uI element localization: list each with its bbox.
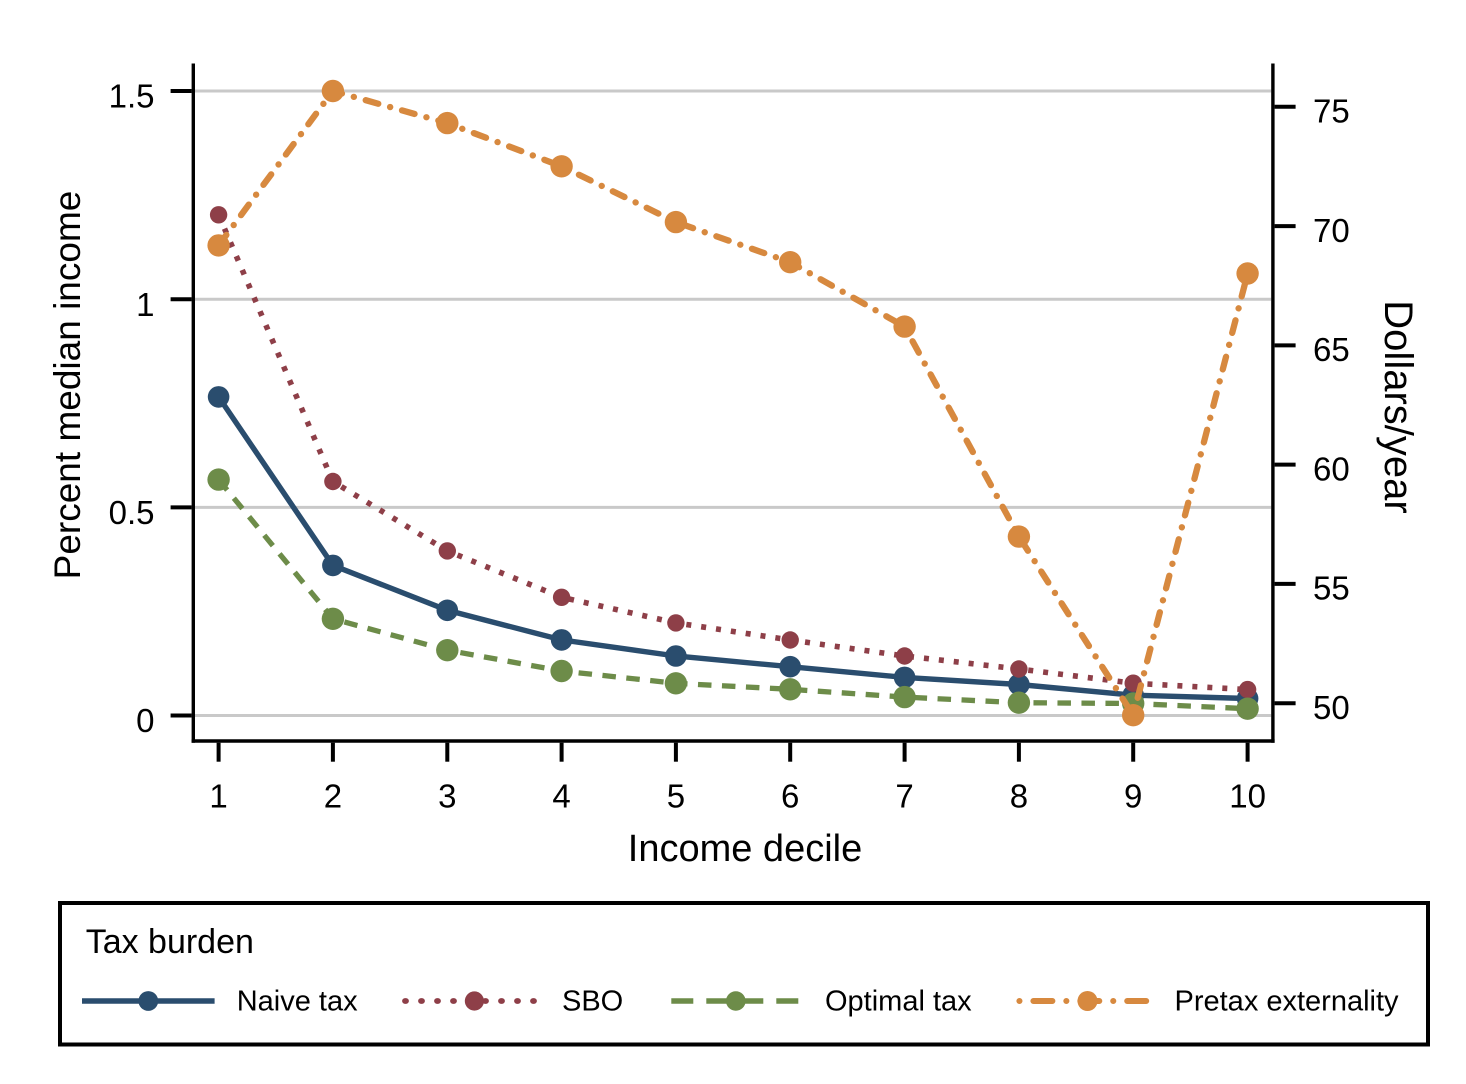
svg-text:Percent median income: Percent median income xyxy=(47,191,88,580)
svg-text:SBO: SBO xyxy=(562,986,623,1018)
svg-text:60: 60 xyxy=(1313,450,1350,487)
svg-text:7: 7 xyxy=(895,778,913,815)
svg-text:1.5: 1.5 xyxy=(109,78,155,115)
svg-text:6: 6 xyxy=(781,778,799,815)
svg-text:5: 5 xyxy=(667,778,685,815)
svg-text:2: 2 xyxy=(324,778,342,815)
svg-text:Income decile: Income decile xyxy=(628,828,862,870)
svg-text:65: 65 xyxy=(1313,331,1350,368)
svg-text:Optimal tax: Optimal tax xyxy=(825,986,972,1018)
svg-text:50: 50 xyxy=(1313,689,1350,726)
svg-text:10: 10 xyxy=(1229,778,1266,815)
svg-text:0.5: 0.5 xyxy=(109,494,155,531)
svg-text:4: 4 xyxy=(552,778,570,815)
svg-text:9: 9 xyxy=(1124,778,1142,815)
svg-text:75: 75 xyxy=(1313,93,1350,130)
svg-text:55: 55 xyxy=(1313,570,1350,607)
svg-text:Naive tax: Naive tax xyxy=(237,986,358,1018)
svg-text:70: 70 xyxy=(1313,212,1350,249)
svg-text:8: 8 xyxy=(1010,778,1028,815)
svg-text:1: 1 xyxy=(136,286,154,323)
svg-text:Tax burden: Tax burden xyxy=(86,923,254,961)
svg-text:Dollars/year: Dollars/year xyxy=(1376,300,1420,513)
svg-text:1: 1 xyxy=(209,778,227,815)
svg-text:0: 0 xyxy=(136,702,154,739)
svg-text:Pretax externality: Pretax externality xyxy=(1175,986,1400,1018)
svg-text:3: 3 xyxy=(438,778,456,815)
